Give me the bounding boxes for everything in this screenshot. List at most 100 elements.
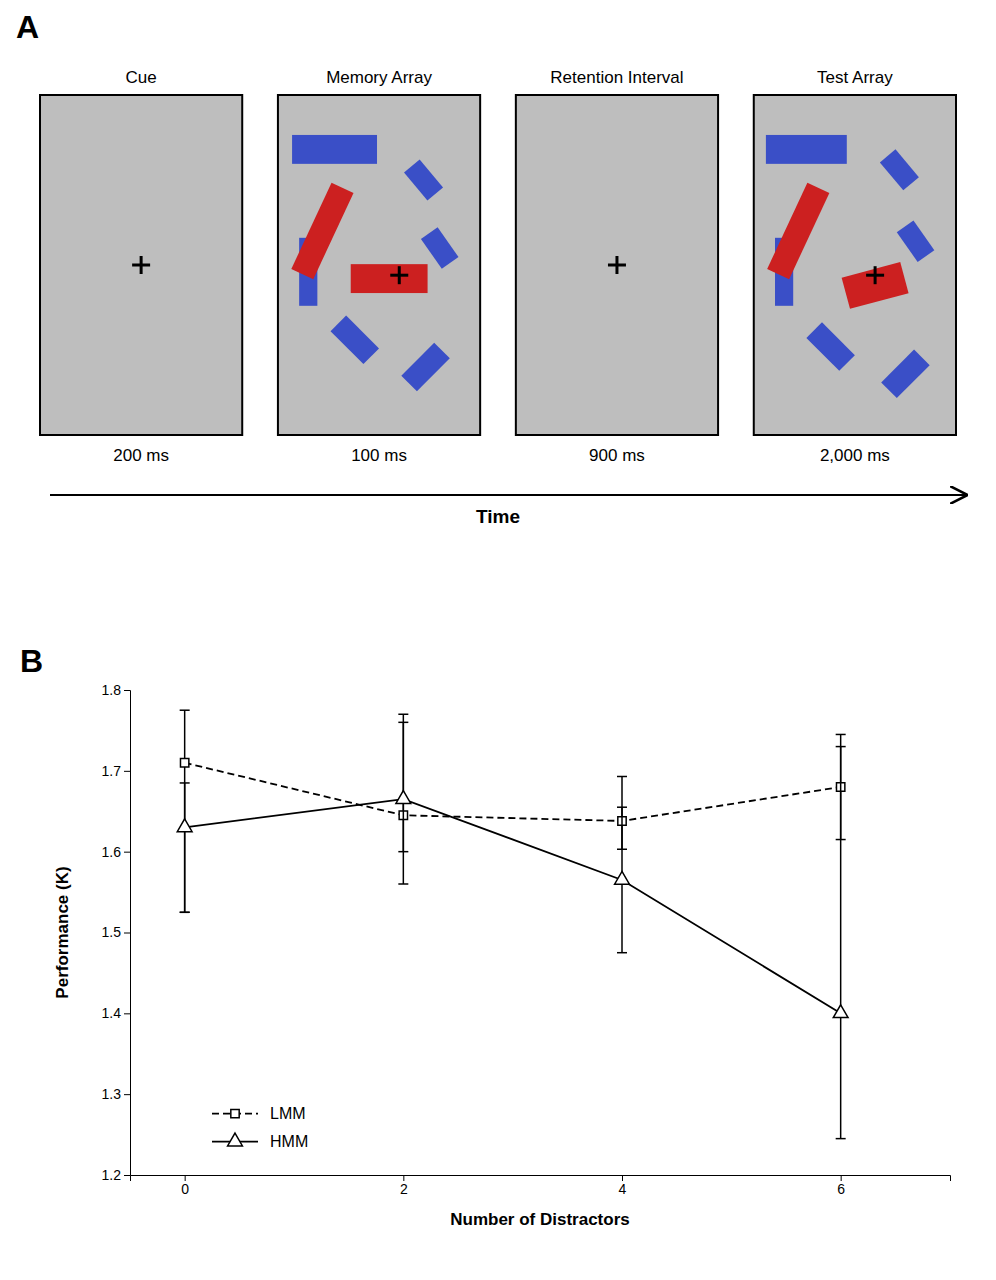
stage-box (40, 95, 242, 435)
tick-label: 1.3 (102, 1086, 122, 1102)
fixation-line (140, 256, 143, 274)
stage-label: Memory Array (326, 68, 432, 87)
error-bar-cap (617, 806, 627, 808)
stimulus-bar (806, 322, 855, 371)
error-bar-stem (184, 783, 186, 912)
panel-label: B (20, 643, 43, 679)
tick: 1.7 (102, 763, 130, 779)
fixation-cross (132, 256, 150, 274)
tick-mark (124, 690, 130, 691)
stage-box (516, 95, 718, 435)
marker (177, 819, 192, 832)
figure: A Cue 200 ms Memory Array 100 ms Retention In… (0, 0, 996, 1280)
tick: 1.8 (102, 682, 130, 698)
stage-label: Cue (126, 68, 157, 87)
error-bar-stem (403, 714, 405, 851)
marker (615, 871, 630, 884)
tick-mark (124, 1013, 130, 1014)
legend-label: LMM (270, 1105, 306, 1122)
tick-mark (124, 771, 130, 772)
fixation-cross (608, 256, 626, 274)
stimulus-bar (331, 316, 380, 365)
series-line (185, 799, 841, 1013)
tick: 6 (837, 1175, 845, 1197)
legend: LMM HMM (212, 1105, 308, 1150)
stimulus-bar (292, 135, 377, 164)
stimulus-bar (766, 135, 847, 164)
axis-title: Performance (K) (53, 866, 72, 998)
error-bar (180, 710, 190, 912)
tick-label: 1.5 (102, 924, 122, 940)
error-bar-stem (840, 747, 842, 1139)
tick: 1.6 (102, 844, 130, 860)
tick-mark (124, 1094, 130, 1095)
error-bar-cap (617, 952, 627, 954)
stage-box (754, 95, 956, 435)
tick-label: 1.2 (102, 1167, 122, 1183)
error-bar-cap (398, 883, 408, 885)
error-bar-cap (180, 912, 190, 914)
series (180, 710, 846, 912)
error-bar-cap (836, 746, 846, 748)
tick-label: 0 (181, 1181, 189, 1197)
stage: Retention Interval 900 ms (516, 68, 718, 465)
tick-mark (124, 852, 130, 853)
y-axis: 1.2 1.3 1.4 1.5 1.6 1.7 1.8 (102, 682, 131, 1183)
error-bar-cap (836, 734, 846, 736)
stimulus-bar (401, 343, 450, 392)
legend-entry: LMM (212, 1105, 306, 1122)
stimulus-bar (291, 183, 353, 280)
error-bar-cap (180, 709, 190, 711)
error-bar-cap (398, 851, 408, 853)
stimulus-bar (842, 262, 909, 309)
tick: 1.4 (102, 1005, 130, 1021)
tick-mark (124, 933, 130, 934)
stimulus-bar (897, 220, 935, 262)
stage: Memory Array 100 ms (278, 68, 480, 465)
error-bar-stem (184, 710, 186, 912)
axis-line (124, 691, 131, 1176)
tick: 2 (400, 1175, 408, 1197)
stage-label: Retention Interval (550, 68, 683, 87)
stage-duration: 900 ms (589, 446, 645, 465)
stimulus-bar (880, 149, 919, 190)
legend-label: HMM (270, 1133, 308, 1150)
fixation-cross (866, 266, 884, 284)
error-bar-cap (617, 776, 627, 778)
error-bar-cap (180, 912, 190, 914)
tick: 1.3 (102, 1086, 130, 1102)
stage: Test Array 2,000 ms (754, 68, 956, 465)
tick-label: 1.6 (102, 844, 122, 860)
error-bar-cap (836, 1138, 846, 1140)
stage-duration: 2,000 ms (820, 446, 890, 465)
fixation-line (615, 256, 618, 274)
tick-mark (124, 1175, 130, 1176)
tick: 4 (619, 1175, 627, 1197)
series-line (185, 763, 841, 821)
fixation-line (398, 266, 401, 284)
stage-duration: 100 ms (351, 446, 407, 465)
stimulus-bar (881, 350, 930, 399)
stage-box (278, 95, 480, 435)
error-bar (180, 783, 190, 912)
time-arrow (50, 494, 966, 496)
error-bar-cap (180, 782, 190, 784)
tick: 1.2 (102, 1167, 130, 1183)
stage-duration: 200 ms (113, 446, 169, 465)
legend-entry: HMM (212, 1133, 308, 1150)
marker (396, 791, 411, 804)
stage-label: Test Array (817, 68, 893, 87)
tick: 1.5 (102, 924, 130, 940)
error-bar (398, 714, 408, 851)
tick-label: 1.7 (102, 763, 122, 779)
stimulus-bar (404, 160, 443, 201)
line-panel: B 0 2 4 6 1.2 1.3 1.4 1.5 1.6 1.7 1.8 Number of Dist… (20, 643, 951, 1229)
panel-label: A (16, 9, 39, 45)
tick-label: 1.8 (102, 682, 122, 698)
tick-label: 4 (619, 1181, 627, 1197)
legend-marker (228, 1133, 243, 1146)
marker (833, 1005, 848, 1018)
tick-label: 1.4 (102, 1005, 122, 1021)
tick-label: 2 (400, 1181, 408, 1197)
axis-title: Number of Distractors (450, 1210, 629, 1229)
